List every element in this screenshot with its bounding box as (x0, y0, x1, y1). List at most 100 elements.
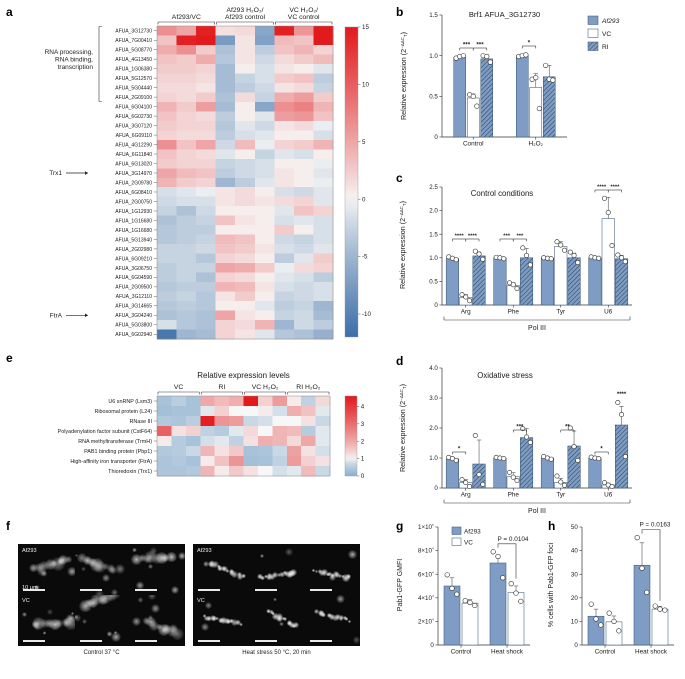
spore (328, 573, 336, 581)
data-point (514, 285, 520, 291)
data-point (571, 444, 577, 450)
legend-label: RI (602, 44, 609, 51)
hypha-focus (44, 619, 54, 629)
hypha-focus (64, 616, 75, 630)
data-point (472, 602, 478, 609)
heatmap-cell (235, 282, 256, 292)
y-tick-label: 2.5 (429, 184, 438, 191)
heatmap-row-label: AFUA_1G16680 (115, 228, 152, 234)
heatmap-cell (196, 111, 217, 122)
hypha-focus (65, 556, 73, 564)
heatmap-cell (315, 436, 331, 447)
hypha-focus (266, 610, 270, 614)
pvalue-bracket (497, 543, 517, 579)
heatmap-cell (293, 44, 314, 55)
colorbar-tick-label: -5 (362, 254, 368, 261)
heatmap-cell (293, 111, 314, 122)
scale-bar (255, 589, 277, 591)
significance-label: * (458, 446, 461, 452)
hypha-focus (344, 617, 349, 621)
hypha-focus (241, 573, 246, 579)
heatmap-cell (176, 54, 197, 65)
heatmap-cell (157, 436, 172, 447)
significance-label: **** (597, 184, 607, 190)
heatmap-cell (254, 73, 275, 84)
heatmap-cell (157, 301, 177, 311)
heatmap-cell (176, 26, 197, 36)
heatmap-cell (257, 436, 273, 447)
pvalue-label: P = 0.0163 (640, 522, 671, 529)
heatmap-cell (293, 63, 314, 74)
heatmap-cell (272, 406, 288, 417)
heatmap-cell (254, 92, 275, 103)
heatmap-cell (235, 101, 256, 112)
heatmap-cell (286, 396, 302, 407)
heatmap-cell (157, 35, 177, 46)
y-axis-label: Relative expression (2−ΔΔCT) (399, 32, 408, 120)
heatmap-cell (215, 244, 236, 254)
heatmap-cell (215, 168, 236, 179)
heatmap-cell (235, 301, 256, 311)
heatmap-cell (286, 456, 302, 467)
heatmap-cell (176, 168, 197, 179)
data-point (490, 549, 496, 555)
heatmap-cell (215, 35, 236, 46)
heatmap-cell (196, 234, 217, 245)
spore (75, 614, 82, 622)
spore (135, 580, 145, 590)
micrograph-tile (75, 544, 130, 595)
group-label: RNA binding, (55, 57, 93, 64)
heatmap-cell (196, 225, 217, 236)
heatmap-cell (157, 196, 177, 207)
col-group-label: Af293 control (225, 14, 266, 21)
heatmap-cell (243, 436, 259, 447)
heatmap-cell (196, 196, 217, 207)
heatmap-cell (274, 263, 295, 273)
heatmap-cell (196, 301, 217, 311)
heatmap-cell (157, 120, 177, 131)
bar (461, 602, 479, 646)
heatmap-cell (215, 234, 236, 245)
panel-d-letter: d (396, 354, 404, 368)
spore (111, 631, 121, 642)
data-point (543, 62, 549, 69)
hypha-focus (144, 550, 158, 564)
heatmap-cell (313, 263, 334, 273)
heatmap-cell (293, 73, 314, 84)
hypha-focus (225, 569, 230, 573)
hypha-focus (148, 620, 159, 631)
heatmap-row-label: AFUA_1G16680 (115, 218, 152, 224)
heatmap-cell (176, 82, 197, 93)
heatmap-cell (235, 206, 256, 217)
heatmap-cell (196, 206, 217, 217)
heatmap-cell (254, 215, 275, 226)
data-point (644, 589, 650, 595)
panel-c-title: Control conditions (471, 189, 534, 198)
heatmap-cell (176, 291, 197, 302)
y-tick-label: 1×10⁵ (418, 523, 434, 532)
data-point (615, 399, 621, 405)
hypha-focus (106, 564, 116, 573)
bar (633, 564, 651, 646)
heatmap-cell (293, 139, 314, 150)
x-tick-label: Arg (461, 492, 471, 499)
heatmap-cell (157, 168, 177, 179)
hypha-focus (348, 619, 352, 624)
heatmap-cell (171, 396, 187, 407)
spore (273, 597, 277, 602)
heatmap-cell (176, 206, 197, 217)
y-tick-label: 0 (434, 485, 438, 492)
heatmap-cell (235, 225, 256, 236)
spore (33, 584, 39, 590)
spore (67, 566, 75, 577)
heatmap-cell (157, 130, 177, 141)
significance-label: *** (516, 424, 524, 430)
heatmap-cell (196, 63, 217, 74)
ftra-arrow-head (85, 313, 88, 318)
y-tick-label: 1.5 (429, 12, 438, 19)
spore (106, 631, 113, 638)
data-point (453, 457, 459, 463)
heatmap-cell (157, 263, 177, 273)
heatmap-cell (196, 158, 217, 169)
heatmap-cell (254, 310, 275, 321)
